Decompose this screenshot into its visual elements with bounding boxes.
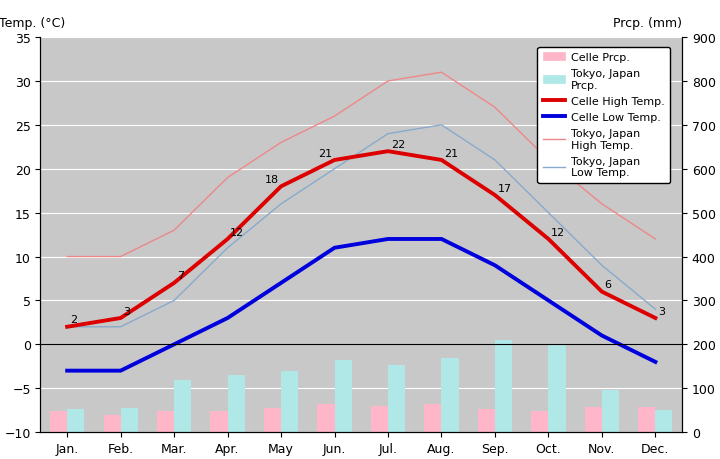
Text: Temp. (°C): Temp. (°C) (0, 17, 65, 30)
Text: 6: 6 (605, 280, 611, 290)
Bar (121, 408, 138, 432)
Bar (67, 409, 84, 432)
Bar (602, 390, 619, 432)
Bar (638, 407, 655, 432)
Bar (388, 365, 405, 432)
Bar (655, 410, 672, 432)
Text: 21: 21 (318, 148, 333, 158)
Bar (228, 375, 245, 432)
Bar (441, 358, 459, 432)
Text: 21: 21 (444, 148, 459, 158)
Bar (210, 412, 228, 432)
Bar (174, 381, 192, 432)
Bar (264, 408, 281, 432)
Text: 12: 12 (551, 227, 565, 237)
Text: 12: 12 (230, 227, 244, 237)
Bar (281, 371, 298, 432)
Text: 3: 3 (123, 306, 130, 316)
Bar (104, 414, 121, 432)
Text: 7: 7 (177, 271, 184, 281)
Bar (549, 346, 565, 432)
Bar (495, 340, 512, 432)
Bar (585, 407, 602, 432)
Text: 2: 2 (70, 315, 77, 325)
Bar (424, 404, 441, 432)
Bar (335, 360, 351, 432)
Text: 22: 22 (391, 140, 405, 150)
Bar (478, 409, 495, 432)
Text: Prcp. (mm): Prcp. (mm) (613, 17, 682, 30)
Text: 18: 18 (265, 174, 279, 185)
Bar (318, 404, 335, 432)
Bar (50, 412, 67, 432)
Text: 17: 17 (498, 183, 512, 193)
Text: 3: 3 (658, 306, 665, 316)
Legend: Celle Prcp., Tokyo, Japan
Prcp., Celle High Temp., Celle Low Temp., Tokyo, Japan: Celle Prcp., Tokyo, Japan Prcp., Celle H… (538, 47, 670, 184)
Bar (157, 412, 174, 432)
Bar (371, 406, 388, 432)
Bar (531, 412, 549, 432)
